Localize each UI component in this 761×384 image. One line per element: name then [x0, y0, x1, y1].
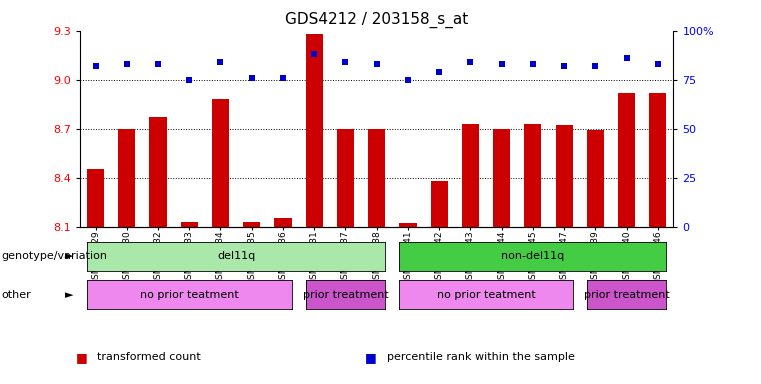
Point [277, 74, 289, 81]
Text: del11q: del11q [217, 251, 255, 262]
Text: transformed count: transformed count [97, 352, 201, 362]
Text: ►: ► [65, 251, 74, 262]
Point [589, 63, 601, 69]
Text: ►: ► [65, 290, 74, 300]
Text: prior treatment: prior treatment [584, 290, 670, 300]
Point [215, 59, 227, 65]
Text: ■: ■ [76, 351, 88, 364]
Bar [649, 93, 667, 227]
Bar [431, 181, 447, 227]
Text: non-del11q: non-del11q [501, 251, 565, 262]
Bar [118, 129, 135, 227]
Bar [275, 218, 291, 227]
Text: prior treatment: prior treatment [303, 290, 388, 300]
Point [339, 59, 352, 65]
Bar [524, 124, 542, 227]
Point [651, 61, 664, 67]
Bar [368, 129, 385, 227]
Text: ■: ■ [365, 351, 377, 364]
Bar [212, 99, 229, 227]
Bar [180, 222, 198, 227]
Bar [556, 125, 573, 227]
Point [464, 59, 476, 65]
Point [402, 77, 414, 83]
Text: genotype/variation: genotype/variation [2, 251, 107, 262]
Text: no prior teatment: no prior teatment [140, 290, 239, 300]
Point [433, 69, 445, 75]
Point [620, 55, 632, 61]
Bar [244, 222, 260, 227]
Point [527, 61, 539, 67]
Point [152, 61, 164, 67]
Bar [587, 130, 604, 227]
Bar [337, 129, 354, 227]
Point [183, 77, 196, 83]
Point [371, 61, 383, 67]
Text: other: other [2, 290, 31, 300]
Bar [87, 169, 104, 227]
Bar [149, 117, 167, 227]
Point [558, 63, 570, 69]
Point [121, 61, 133, 67]
Point [90, 63, 102, 69]
Bar [306, 34, 323, 227]
Point [308, 51, 320, 57]
Bar [400, 223, 416, 227]
Bar [493, 129, 511, 227]
Text: no prior teatment: no prior teatment [437, 290, 536, 300]
Title: GDS4212 / 203158_s_at: GDS4212 / 203158_s_at [285, 12, 468, 28]
Point [495, 61, 508, 67]
Text: percentile rank within the sample: percentile rank within the sample [387, 352, 575, 362]
Point [246, 74, 258, 81]
Bar [462, 124, 479, 227]
Bar [618, 93, 635, 227]
